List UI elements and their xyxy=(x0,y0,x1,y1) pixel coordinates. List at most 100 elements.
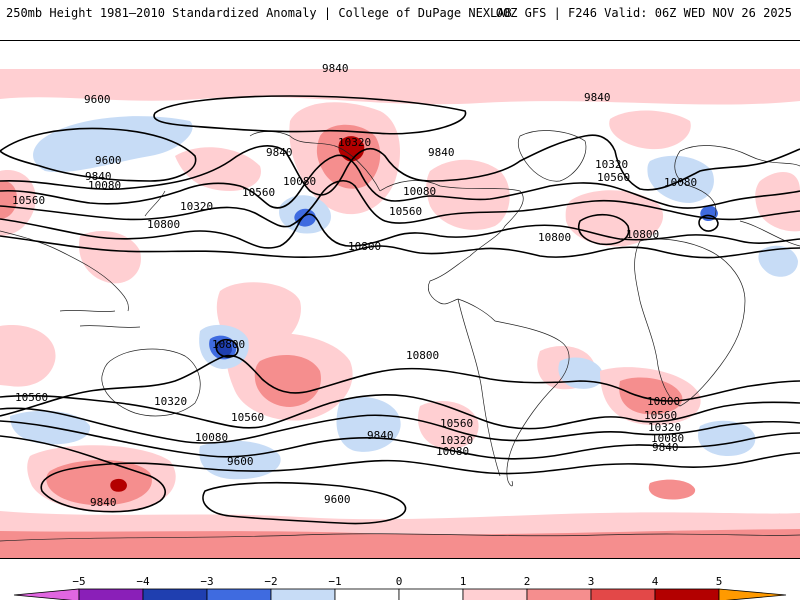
shade-npac-pink xyxy=(175,147,261,191)
contour-labels: 9840 9600 9840 10320 9840 9840 9600 9840… xyxy=(12,62,697,509)
shade-so-pos-sw4 xyxy=(110,478,127,492)
shade-indian-pos xyxy=(0,325,56,387)
shade-easia-pos xyxy=(79,231,141,284)
contour-10560 xyxy=(0,213,800,249)
contour-10560-south xyxy=(0,394,800,430)
label-9840-atl: 9840 xyxy=(428,146,455,159)
legend-swatch-pos2 xyxy=(526,588,592,600)
label-10080-w: 10080 xyxy=(88,179,121,192)
shade-so-pos-sw2 xyxy=(46,459,152,506)
height-contours xyxy=(0,95,800,525)
label-10080-eur: 10080 xyxy=(664,176,697,189)
legend-swatch-pos4 xyxy=(654,588,720,600)
label-9840-mid: 9840 xyxy=(266,146,293,159)
contour-10080-south xyxy=(0,420,800,460)
coast-asia-right xyxy=(739,220,800,247)
legend-tick-zero: 0 xyxy=(396,575,403,588)
label-10080-na: 10080 xyxy=(403,185,436,198)
shade-sio-neg-right xyxy=(698,420,756,457)
label-10560-w: 10560 xyxy=(12,194,45,207)
legend-tick-neg1: −1 xyxy=(328,575,341,588)
label-10080-sio: 10080 xyxy=(651,432,684,445)
legend-bar: −5 −4 −3 −2 −1 0 1 2 3 4 5 xyxy=(13,575,787,600)
label-10800-sio: 10800 xyxy=(647,395,680,408)
legend-swatch-neg3 xyxy=(142,588,208,600)
contour-10800-north xyxy=(0,235,800,259)
shade-asia-neg xyxy=(758,245,798,277)
label-9840-ne: 9840 xyxy=(584,91,611,104)
label-9840-sh-m: 9840 xyxy=(367,429,394,442)
shade-alaska-pos4 xyxy=(338,136,365,162)
label-10320-sh-w: 10320 xyxy=(154,395,187,408)
legend-swatch-pos1 xyxy=(462,588,528,600)
legend-arrow-pos xyxy=(718,588,787,600)
contour-small-low xyxy=(698,214,719,232)
label-10800-sh: 10800 xyxy=(406,349,439,362)
anomaly-shading xyxy=(0,69,800,558)
coast-africa xyxy=(634,238,746,407)
legend-ticks: −5 −4 −3 −2 −1 0 1 2 3 4 5 xyxy=(72,575,722,588)
legend-swatch-zero-pos xyxy=(398,588,464,600)
label-10800-epac: 10800 xyxy=(348,240,381,253)
shade-spac-pos2 xyxy=(254,355,321,407)
coast-south-america-west xyxy=(457,298,501,477)
legend-swatch-neg4 xyxy=(78,588,144,600)
label-10560-sh-m: 10560 xyxy=(231,411,264,424)
shade-so-neg-mid2 xyxy=(336,396,401,452)
shade-antarctic-pos2b xyxy=(648,479,696,500)
shade-north-polar xyxy=(0,69,800,105)
legend-swatch-neg1 xyxy=(270,588,336,600)
label-9840-w: 9840 xyxy=(85,170,112,183)
legend-tick-pos3: 3 xyxy=(588,575,595,588)
header-bar: 250mb Height 1981–2010 Standardized Anom… xyxy=(0,0,800,28)
contour-10800-east xyxy=(578,213,630,246)
shade-europe-neg xyxy=(647,155,714,203)
coast-asia-left xyxy=(0,230,129,312)
contour-9840-south xyxy=(0,435,800,513)
coast-antarctica xyxy=(0,533,800,542)
label-10800-spac-closed: 10800 xyxy=(212,338,245,351)
label-10560-sh-w: 10560 xyxy=(15,391,48,404)
label-9600-w: 9600 xyxy=(95,154,122,167)
coast-greenland xyxy=(517,130,587,182)
contour-10320-south xyxy=(0,407,800,444)
label-10560-eur: 10560 xyxy=(597,171,630,184)
label-10560-pac: 10560 xyxy=(242,186,275,199)
legend-tick-pos5: 5 xyxy=(716,575,723,588)
contour-9600-north xyxy=(0,127,197,182)
label-9840-top: 9840 xyxy=(322,62,349,75)
label-10560-sh-e: 10560 xyxy=(440,417,473,430)
label-10560-na: 10560 xyxy=(389,205,422,218)
shade-east-na-pos xyxy=(426,159,510,230)
legend-tick-neg4: −4 xyxy=(136,575,150,588)
label-10320-alaska: 10320 xyxy=(338,136,371,149)
legend-swatch-neg2 xyxy=(206,588,272,600)
label-9600-nw: 9600 xyxy=(84,93,111,106)
label-10080-pac: 10080 xyxy=(283,175,316,188)
legend-swatches xyxy=(13,588,787,600)
label-10320-eur: 10320 xyxy=(595,158,628,171)
coast-japan xyxy=(144,190,166,217)
label-10320-sio: 10320 xyxy=(648,421,681,434)
map-area: 9840 9600 9840 10320 9840 9840 9600 9840… xyxy=(0,40,800,559)
legend-tick-pos2: 2 xyxy=(524,575,531,588)
shade-antarctic-red xyxy=(0,529,800,558)
label-10560-sio: 10560 xyxy=(644,409,677,422)
legend-tick-neg2: −2 xyxy=(264,575,277,588)
legend-arrow-neg xyxy=(13,588,80,600)
color-legend: −5 −4 −3 −2 −1 0 1 2 3 4 5 xyxy=(0,566,800,600)
label-10320-pac: 10320 xyxy=(180,200,213,213)
contour-9600-south xyxy=(202,481,407,525)
legend-tick-neg5: −5 xyxy=(72,575,85,588)
contour-10800-south xyxy=(0,354,800,417)
shade-atl-pos-top xyxy=(609,110,691,150)
label-9600-sh-s: 9600 xyxy=(324,493,351,506)
contour-10800-closed xyxy=(215,338,239,358)
label-9840-sh-sw: 9840 xyxy=(90,496,117,509)
shade-asia-pos xyxy=(755,171,800,232)
label-10080-sh-m: 10080 xyxy=(436,445,469,458)
anomaly-map: 9840 9600 9840 10320 9840 9840 9600 9840… xyxy=(0,62,800,558)
legend-tick-neg3: −3 xyxy=(200,575,213,588)
label-10800-pac: 10800 xyxy=(147,218,180,231)
label-10800-afr: 10800 xyxy=(626,228,659,241)
